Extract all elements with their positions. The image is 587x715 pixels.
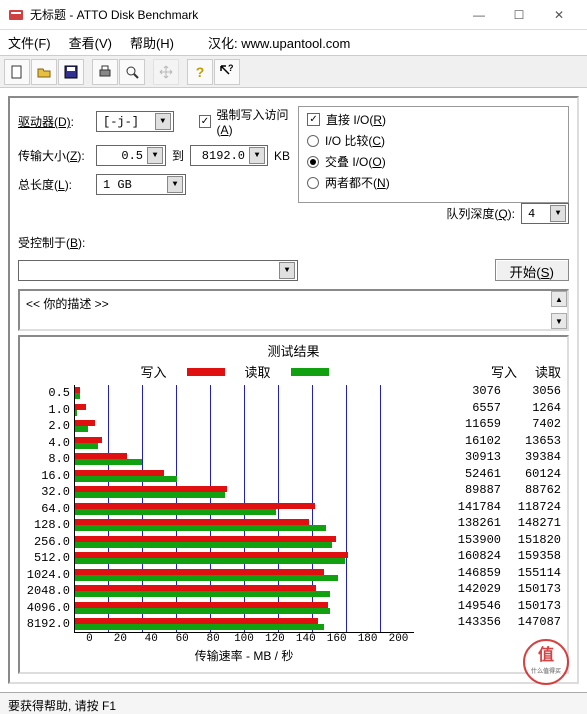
force-write-checkbox[interactable]: ✓强制写入访问(A) xyxy=(199,106,290,137)
chart-xaxis: 020406080100120140160180200 xyxy=(74,633,414,645)
svg-text:?: ? xyxy=(228,64,234,73)
svg-text:什么值得买: 什么值得买 xyxy=(531,667,561,675)
to-label: 到 xyxy=(172,147,184,164)
desc-scrollbar[interactable]: ▲▼ xyxy=(551,291,567,329)
controlled-combo[interactable]: ▼ xyxy=(18,260,298,281)
drive-combo[interactable]: [-j-]▼ xyxy=(96,111,174,132)
results-title: 测试结果 xyxy=(26,341,561,360)
data-table: 写入读取 30763056655712641165974021610213653… xyxy=(451,362,561,664)
hanhua-link[interactable]: www.upantool.com xyxy=(241,36,350,51)
menubar: 文件(F) 查看(V) 帮助(H) 汉化: www.upantool.com xyxy=(0,30,587,56)
new-button[interactable] xyxy=(4,59,30,85)
chart: 0.51.02.04.08.016.032.064.0128.0256.0512… xyxy=(26,385,443,633)
save-button[interactable] xyxy=(58,59,84,85)
controlled-label: 受控制于(B): xyxy=(18,234,85,251)
description-box[interactable]: << 你的描述 >> ▲▼ xyxy=(18,289,569,331)
statusbar: 要获得帮助, 请按 F1 xyxy=(0,692,587,714)
minimize-button[interactable]: — xyxy=(459,1,499,29)
results-panel: 测试结果 写入 读取 0.51.02.04.08.016.032.064.012… xyxy=(18,335,569,674)
length-label: 总长度(L): xyxy=(18,176,90,193)
kb-label: KB xyxy=(274,149,290,163)
overlap-io-radio[interactable]: 交叠 I/O(O) xyxy=(307,153,560,170)
close-button[interactable]: ✕ xyxy=(539,1,579,29)
titlebar: 无标题 - ATTO Disk Benchmark — ☐ ✕ xyxy=(0,0,587,30)
write-swatch xyxy=(187,368,225,376)
help-button[interactable]: ? xyxy=(187,59,213,85)
queue-combo[interactable]: 4▼ xyxy=(521,203,569,224)
length-combo[interactable]: 1 GB▼ xyxy=(96,174,186,195)
watermark-badge: 值什么值得买 xyxy=(523,639,569,685)
drive-label: 驱动器(D): xyxy=(18,113,90,130)
window-title: 无标题 - ATTO Disk Benchmark xyxy=(30,6,459,23)
xaxis-label: 传输速率 - MB / 秒 xyxy=(74,647,414,664)
start-button[interactable]: 开始(S) xyxy=(495,259,569,281)
read-swatch xyxy=(291,368,329,376)
menu-help[interactable]: 帮助(H) xyxy=(130,33,174,52)
menu-view[interactable]: 查看(V) xyxy=(69,33,112,52)
xfer-label: 传输大小(Z): xyxy=(18,147,90,164)
svg-text:值: 值 xyxy=(538,645,554,664)
print-preview-button[interactable] xyxy=(119,59,145,85)
context-help-button[interactable]: ? xyxy=(214,59,240,85)
maximize-button[interactable]: ☐ xyxy=(499,1,539,29)
direct-io-checkbox[interactable]: ✓直接 I/O(R) xyxy=(307,111,560,128)
app-icon xyxy=(8,7,24,23)
open-button[interactable] xyxy=(31,59,57,85)
hanhua-label: 汉化: www.upantool.com xyxy=(208,33,350,52)
menu-file[interactable]: 文件(F) xyxy=(8,33,51,52)
settings-panel: 驱动器(D): [-j-]▼ ✓强制写入访问(A) 传输大小(Z): 0.5▼ … xyxy=(8,96,579,684)
xfer-to-combo[interactable]: 8192.0▼ xyxy=(190,145,268,166)
chart-legend: 写入 读取 xyxy=(26,362,443,381)
toolbar: ? ? xyxy=(0,56,587,88)
io-compare-radio[interactable]: I/O 比较(C) xyxy=(307,132,560,149)
queue-label: 队列深度(Q): xyxy=(446,205,515,222)
neither-radio[interactable]: 两者都不(N) xyxy=(307,174,560,191)
io-options: ✓直接 I/O(R) I/O 比较(C) 交叠 I/O(O) 两者都不(N) xyxy=(307,111,560,191)
move-button[interactable] xyxy=(153,59,179,85)
print-button[interactable] xyxy=(92,59,118,85)
xfer-from-combo[interactable]: 0.5▼ xyxy=(96,145,166,166)
